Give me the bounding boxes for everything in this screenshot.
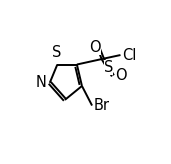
- Text: O: O: [115, 68, 126, 83]
- Text: Br: Br: [94, 98, 110, 113]
- Text: S: S: [52, 45, 61, 61]
- Text: Cl: Cl: [122, 48, 137, 62]
- Text: O: O: [89, 40, 101, 55]
- Text: S: S: [104, 60, 113, 75]
- Text: N: N: [36, 75, 47, 90]
